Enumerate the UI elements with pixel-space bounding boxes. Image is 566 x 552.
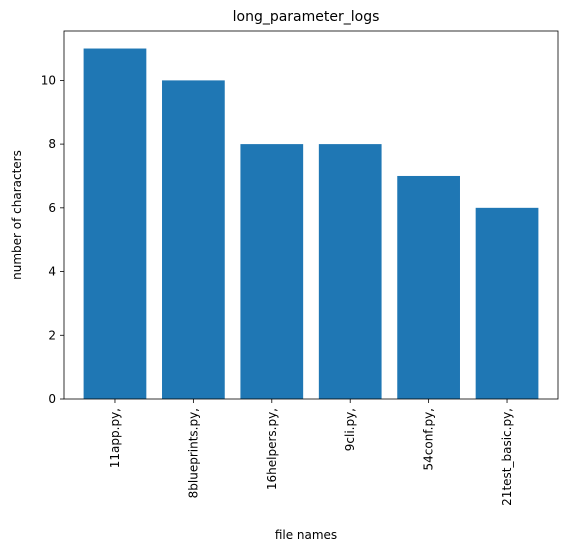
bar (83, 48, 147, 400)
bar (240, 144, 304, 399)
x-tick-label: 54conf.py, (422, 408, 436, 471)
x-tick-label: 16helpers.py, (265, 408, 279, 490)
bar (162, 80, 225, 399)
bar (475, 207, 539, 399)
x-tick-label: 21test_basic.py, (500, 408, 514, 506)
y-tick-label: 4 (48, 265, 56, 279)
y-tick-label: 10 (41, 73, 56, 87)
axes-frame (63, 30, 559, 400)
x-tick-label: 11app.py, (108, 408, 122, 468)
chart-title: long_parameter_logs (233, 9, 380, 25)
y-tick-label: 2 (48, 328, 56, 342)
y-tick-label: 6 (48, 201, 56, 215)
plot-area: 0 2 4 6 8 10 11app.py, 8blueprints.py, 16helpers… (41, 30, 559, 506)
y-tick-label: 8 (48, 137, 56, 151)
x-tick-label: 9cli.py, (343, 408, 357, 451)
bar (318, 144, 382, 399)
bar (397, 175, 460, 399)
y-axis-label: number of characters (10, 150, 24, 280)
x-axis-label: file names (275, 528, 337, 542)
y-tick-label: 0 (48, 392, 56, 406)
x-tick-label: 8blueprints.py, (186, 408, 200, 498)
